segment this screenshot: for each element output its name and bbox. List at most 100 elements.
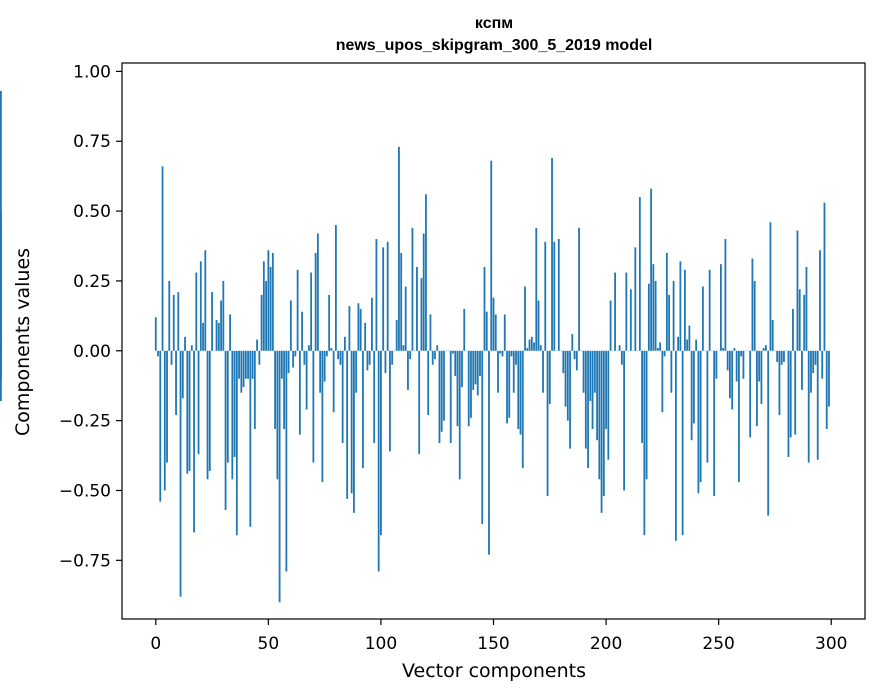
- y-tick-label-5: 0.50: [73, 202, 111, 222]
- bar-255: [729, 350, 731, 399]
- bar-118: [420, 278, 423, 351]
- bar-231: [674, 350, 677, 541]
- bar-172: [542, 350, 544, 393]
- bar-298: [825, 350, 828, 430]
- bar-55: [278, 350, 281, 603]
- bar-73: [319, 350, 322, 393]
- bar-6: [168, 280, 171, 351]
- bar-150: [492, 297, 495, 351]
- bar-229: [670, 350, 673, 393]
- bar-4: [163, 350, 166, 491]
- bar-116: [416, 266, 418, 351]
- bar-75: [323, 350, 326, 382]
- bar-248: [713, 350, 716, 497]
- bar-154: [501, 350, 504, 357]
- bar-296: [821, 350, 824, 379]
- bar-155: [503, 314, 506, 351]
- bar-124: [434, 350, 436, 360]
- bar-undefined: [0, 211, 2, 351]
- bar-110: [402, 345, 405, 351]
- bar-195: [593, 350, 596, 393]
- bar-216: [641, 350, 643, 443]
- bar-8: [172, 294, 175, 351]
- bar-173: [544, 241, 547, 351]
- bar-209: [625, 272, 628, 351]
- bar-88: [353, 350, 355, 513]
- bar-238: [690, 350, 693, 441]
- bar-187: [575, 350, 578, 371]
- bar-266: [753, 280, 756, 351]
- bar-204: [614, 272, 616, 351]
- bar-5: [166, 350, 168, 463]
- bar-77: [328, 294, 331, 351]
- x-tick-label-50: 50: [258, 634, 280, 654]
- bar-series: [0, 90, 830, 603]
- bar-278: [780, 350, 783, 365]
- bar-186: [573, 350, 576, 360]
- bar-131: [449, 350, 452, 443]
- bar-83: [341, 350, 344, 443]
- bar-10: [177, 292, 180, 351]
- bar-91: [359, 308, 362, 351]
- bar-79: [332, 350, 335, 413]
- bar-94: [366, 350, 369, 371]
- bar-117: [418, 350, 421, 455]
- bar-36: [235, 350, 238, 536]
- bar-165: [526, 347, 529, 351]
- bar-127: [440, 350, 443, 432]
- bar-242: [699, 350, 702, 483]
- bar-149: [490, 160, 493, 351]
- bar-198: [600, 350, 603, 513]
- bar-269: [760, 350, 763, 404]
- bar-169: [535, 227, 538, 351]
- bar-235: [683, 269, 686, 351]
- bar-81: [337, 350, 340, 360]
- bar-69: [310, 272, 313, 351]
- bar-276: [776, 350, 779, 362]
- bar-19: [197, 350, 200, 455]
- bar-208: [623, 350, 625, 491]
- bar-139: [467, 350, 470, 427]
- y-tick-label-7: 1.00: [73, 62, 111, 82]
- bar-236: [686, 339, 689, 351]
- bar-103: [386, 241, 389, 351]
- bar-249: [715, 350, 718, 379]
- bar-86: [348, 306, 351, 351]
- bar-18: [195, 272, 198, 351]
- bar-177: [553, 241, 556, 351]
- bar-156: [506, 350, 508, 424]
- bar-57: [283, 350, 286, 430]
- bar-157: [508, 350, 511, 418]
- bar-289: [805, 266, 808, 351]
- bar-223: [656, 347, 659, 351]
- bar-112: [407, 350, 409, 390]
- bar-219: [647, 283, 650, 351]
- bar-96: [371, 297, 373, 351]
- bar-70: [312, 350, 315, 463]
- bar-148: [488, 350, 490, 555]
- bar-107: [395, 320, 398, 351]
- bar-218: [645, 350, 648, 480]
- bar-232: [677, 336, 680, 351]
- bar-245: [706, 350, 709, 463]
- bar-277: [778, 350, 781, 416]
- bar-98: [375, 239, 378, 351]
- bar-2: [159, 350, 162, 502]
- bar-260: [740, 350, 743, 357]
- bar-100: [380, 350, 382, 536]
- bar-230: [672, 280, 675, 351]
- bar-272: [767, 350, 770, 516]
- bar-243: [701, 286, 704, 351]
- bar-84: [344, 336, 346, 351]
- x-tick-label-150: 150: [477, 634, 509, 654]
- bar-99: [377, 350, 380, 572]
- bar-181: [562, 350, 565, 374]
- bar-undefined: [0, 342, 2, 351]
- bar-23: [206, 350, 209, 480]
- bar-54: [276, 350, 279, 480]
- bar-1: [157, 350, 159, 357]
- bar-78: [330, 347, 333, 351]
- bar-80: [334, 225, 337, 351]
- bar-105: [391, 350, 394, 365]
